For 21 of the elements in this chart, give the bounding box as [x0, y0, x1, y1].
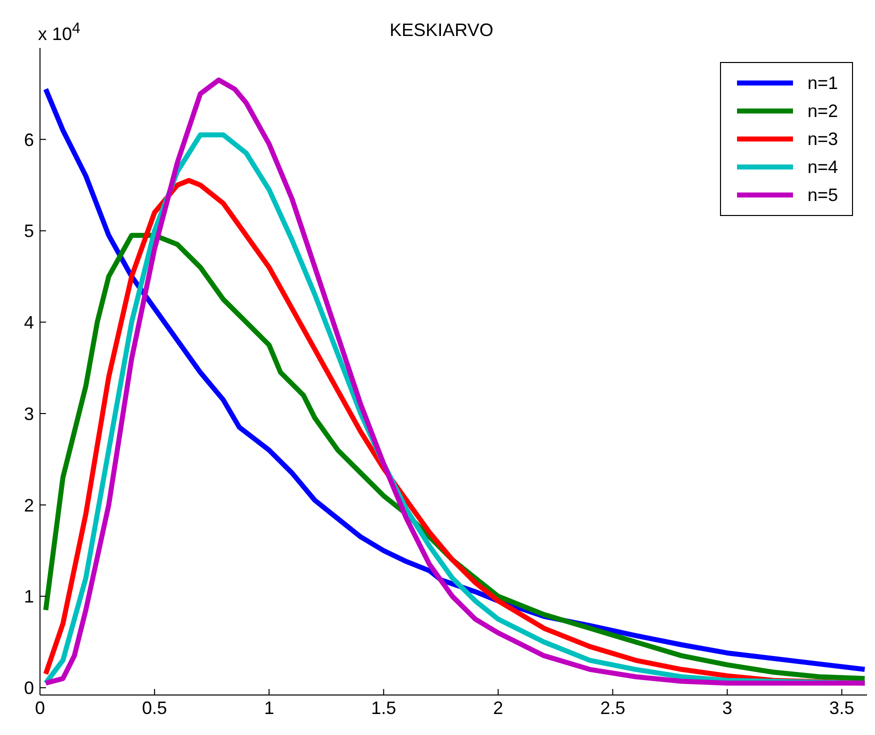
y-tick-label: 6 [24, 130, 34, 150]
y-tick-label: 2 [24, 495, 34, 516]
axis-exponent: x 10$^{4}$ [38, 20, 80, 45]
y-tick-label: 1 [24, 586, 34, 607]
legend-label: n=5 [807, 184, 838, 206]
x-tick-label: 2.5 [600, 698, 626, 718]
x-tick-label: 2 [493, 698, 504, 718]
x-tick-label: 0.5 [142, 698, 168, 718]
y-tick-label: 3 [24, 404, 34, 424]
legend-label: n=4 [807, 156, 838, 178]
legend-label: n=1 [807, 72, 838, 94]
y-tick-label: 4 [24, 312, 34, 333]
legend-label: n=2 [807, 100, 838, 122]
y-tick-label: 5 [24, 221, 34, 242]
x-tick-label: 1.5 [371, 698, 396, 718]
x-tick-label: 1 [264, 698, 274, 718]
chart-title: KESKIARVO [390, 20, 494, 40]
x-tick-label: 3 [722, 698, 732, 718]
legend-label: n=3 [807, 128, 838, 150]
x-tick-label: 3.5 [829, 698, 854, 718]
y-tick-label: 0 [24, 678, 34, 698]
